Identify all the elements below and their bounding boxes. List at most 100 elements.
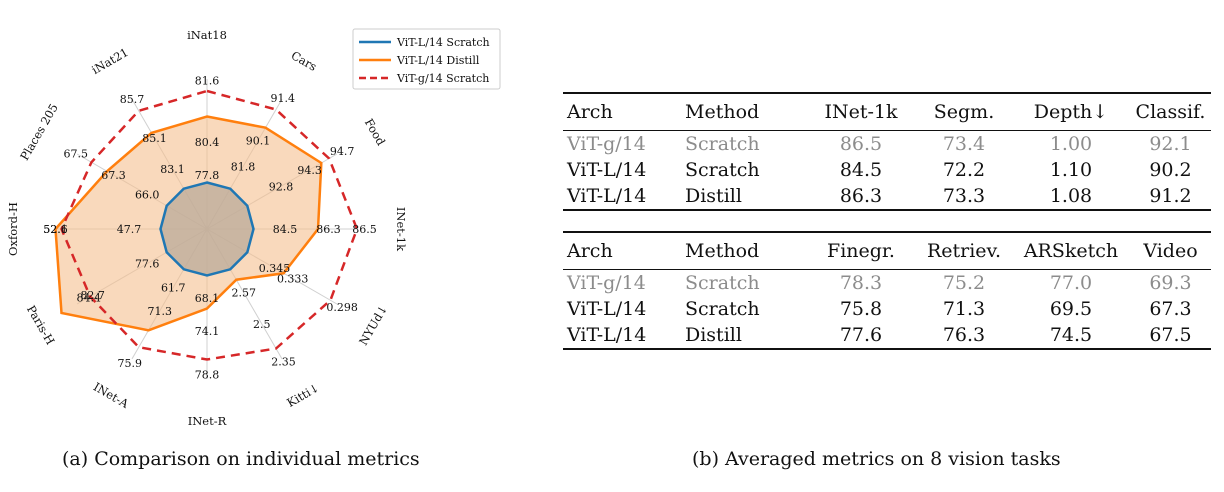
metrics-table-1: Arch Method INet-1k Segm. Depth↓ Classif. ViT… <box>563 92 1211 211</box>
table-row: ViT-L/14 Distill 86.3 73.3 1.08 91.2 <box>563 183 1211 210</box>
value-label: 92.8 <box>269 180 294 193</box>
table-cell: 1.08 <box>1049 185 1093 207</box>
table-cell: Distill <box>685 185 742 207</box>
table-header-row: Arch Method INet-1k Segm. Depth↓ Classif. <box>563 93 1211 131</box>
axis-label: Places 205 <box>17 101 61 163</box>
value-label: 94.3 <box>297 164 322 177</box>
column-header: Retriev. <box>926 240 1002 262</box>
table-cell: 86.5 <box>839 133 883 155</box>
value-label: 67.3 <box>101 169 126 182</box>
value-label: 86.3 <box>316 223 341 236</box>
table-row: ViT-L/14 Distill 77.6 76.3 74.5 67.5 <box>563 322 1211 349</box>
table-cell: 73.4 <box>942 133 986 155</box>
value-label: 66.0 <box>135 189 160 202</box>
axis-label: iNat18 <box>187 28 227 42</box>
column-header: Method <box>685 240 760 262</box>
table-cell: 75.8 <box>839 298 883 320</box>
metrics-table-2: Arch Method Finegr. Retriev. ARSketch Video V… <box>563 231 1211 350</box>
column-header: Video <box>1143 240 1198 262</box>
value-label: 81.6 <box>195 75 220 88</box>
axis-label: Cars <box>289 48 320 74</box>
table-cell: ViT-L/14 <box>567 185 647 207</box>
value-label: 94.7 <box>330 145 355 158</box>
axis-label: INet-1k <box>394 207 408 252</box>
table-cell: ViT-g/14 <box>567 272 646 294</box>
value-label: 83.1 <box>160 163 185 176</box>
value-label: 81.8 <box>231 161 256 174</box>
column-header: Finegr. <box>827 240 895 262</box>
table-cell: Scratch <box>685 133 760 155</box>
legend-label: ViT-g/14 Scratch <box>396 72 489 85</box>
table-cell: ViT-L/14 <box>567 159 647 181</box>
value-label: 84.4 <box>77 291 102 304</box>
column-header: ARSketch <box>1023 240 1119 262</box>
legend-label: ViT-L/14 Scratch <box>396 36 490 49</box>
table-cell: 71.3 <box>942 298 986 320</box>
table-cell: 67.3 <box>1149 298 1192 320</box>
value-label: 68.1 <box>195 292 220 305</box>
caption-radar: (a) Comparison on individual metrics <box>62 448 420 470</box>
table-cell: 84.5 <box>839 159 883 181</box>
value-label: 86.5 <box>352 223 377 236</box>
table-cell: 1.00 <box>1049 133 1093 155</box>
table-cell: ViT-L/14 <box>567 324 647 346</box>
column-header: Segm. <box>933 101 995 123</box>
legend-label: ViT-L/14 Distill <box>396 54 480 67</box>
value-label: 0.345 <box>259 262 291 275</box>
table-cell: 69.5 <box>1049 298 1093 320</box>
caption-table: (b) Averaged metrics on 8 vision tasks <box>692 448 1061 470</box>
legend-box <box>352 28 501 90</box>
table-cell: Scratch <box>685 298 760 320</box>
value-label: 52.6 <box>43 223 68 236</box>
table-cell: 72.2 <box>942 159 986 181</box>
value-label: 61.7 <box>161 282 186 295</box>
value-label: 85.1 <box>142 132 167 145</box>
axis-label: Oxford-H <box>6 202 20 256</box>
table-cell: 67.5 <box>1149 324 1192 346</box>
scratch-fill <box>160 182 254 276</box>
table-cell: 73.3 <box>942 185 986 207</box>
table-cell: 1.10 <box>1049 159 1093 181</box>
radar-chart: 77.8 81.8 92.8 84.5 0.345 2.57 68.1 61.7 77.6 47.… <box>0 0 540 440</box>
value-label: 52.1 <box>43 223 68 236</box>
series-line-1 <box>54 115 323 332</box>
value-label: 77.8 <box>195 169 220 182</box>
table-cell: 69.3 <box>1149 272 1192 294</box>
table-row: ViT-g/14 Scratch 86.5 73.4 1.00 92.1 <box>563 131 1211 158</box>
axis-label: INet-R <box>188 414 227 428</box>
axis-label: Kitti↓ <box>284 380 321 410</box>
table-header-row: Arch Method Finegr. Retriev. ARSketch Video <box>563 232 1211 270</box>
series-line-0 <box>159 181 255 277</box>
table-cell: 77.0 <box>1049 272 1093 294</box>
table-cell: 86.3 <box>839 185 883 207</box>
value-label: 80.4 <box>195 136 220 149</box>
value-label: 85.7 <box>120 93 145 106</box>
column-header: INet-1k <box>824 101 898 123</box>
value-label: 67.5 <box>64 147 89 160</box>
value-label: 84.5 <box>273 223 298 236</box>
table-cell: ViT-g/14 <box>567 133 646 155</box>
axis-label: iNat21 <box>89 45 131 77</box>
table-row: ViT-L/14 Scratch 75.8 71.3 69.5 67.3 <box>563 296 1211 322</box>
table-cell: Scratch <box>685 272 760 294</box>
averaged-metrics-tables: Arch Method INet-1k Segm. Depth↓ Classif. ViT… <box>563 92 1211 350</box>
column-header: Arch <box>567 101 613 123</box>
table-row: ViT-g/14 Scratch 78.3 75.2 77.0 69.3 <box>563 270 1211 297</box>
axis-label: NYUd↓ <box>356 302 390 347</box>
column-header: Classif. <box>1135 101 1206 123</box>
value-label: 74.1 <box>195 325 220 338</box>
table-row: ViT-L/14 Scratch 84.5 72.2 1.10 90.2 <box>563 157 1211 183</box>
value-label: 71.3 <box>148 305 173 318</box>
table-cell: 90.2 <box>1149 159 1192 181</box>
table-cell: Distill <box>685 324 742 346</box>
table-cell: Scratch <box>685 159 760 181</box>
value-label: 2.5 <box>253 318 271 331</box>
value-label: 91.4 <box>271 92 296 105</box>
value-label: 0.333 <box>277 273 309 286</box>
table-cell: ViT-L/14 <box>567 298 647 320</box>
column-header: Arch <box>567 240 613 262</box>
value-label: 2.35 <box>271 356 296 369</box>
table-cell: 77.6 <box>839 324 883 346</box>
value-label: 47.7 <box>117 223 142 236</box>
